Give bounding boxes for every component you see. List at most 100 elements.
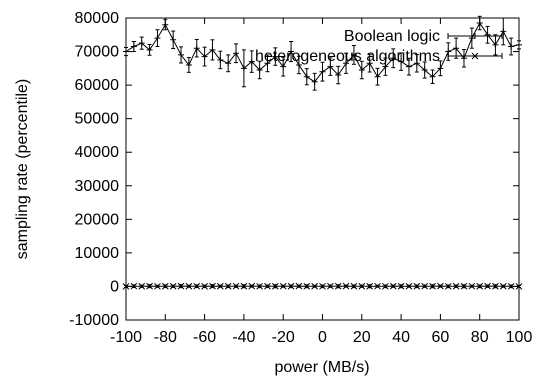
legend-label: Boolean logic (344, 28, 440, 45)
data-point (295, 282, 303, 290)
y-tick-label: 20000 (75, 211, 120, 228)
x-tick-label: 40 (392, 329, 410, 346)
x-tick-label: -40 (232, 329, 255, 346)
data-point (429, 73, 436, 80)
series-2 (122, 282, 523, 290)
y-tick-label: 0 (110, 278, 119, 295)
data-point (138, 40, 145, 47)
data-point (169, 282, 177, 290)
data-point (178, 51, 185, 58)
data-point (280, 63, 287, 70)
legend: Boolean logic heterogeneous algorithms (255, 28, 503, 65)
data-point (453, 45, 460, 52)
data-point (429, 282, 436, 290)
legend-marker (472, 33, 478, 39)
data-point (303, 282, 311, 290)
data-point (319, 68, 326, 75)
data-point (256, 67, 263, 74)
data-point (327, 282, 334, 290)
data-point (201, 53, 208, 60)
data-point (476, 282, 484, 290)
y-tick-label: 30000 (75, 178, 120, 195)
x-tick-label: 60 (432, 329, 450, 346)
data-point (146, 46, 153, 53)
data-point (460, 282, 468, 290)
data-point (240, 282, 248, 290)
data-point (303, 73, 310, 80)
data-point (484, 31, 491, 38)
y-tick-label: 50000 (75, 111, 120, 128)
data-point (366, 60, 373, 67)
data-point (437, 282, 444, 290)
data-point (248, 58, 255, 65)
data-point (405, 282, 413, 290)
data-point (264, 60, 271, 67)
data-point (508, 43, 515, 50)
series-1 (123, 15, 522, 91)
x-tick-label: 0 (318, 329, 327, 346)
data-point (138, 282, 146, 290)
data-point (382, 63, 389, 70)
data-point (287, 282, 295, 290)
data-point (279, 282, 287, 290)
data-point (193, 45, 200, 52)
data-point (343, 60, 350, 67)
data-point (390, 55, 397, 62)
data-point (185, 282, 193, 290)
data-point (452, 282, 460, 290)
x-tick-label: -80 (154, 329, 177, 346)
x-tick-label: 20 (353, 329, 371, 346)
data-point (437, 65, 444, 72)
y-tick-label: -10000 (69, 312, 119, 329)
data-point (500, 28, 507, 35)
x-tick-label: 80 (471, 329, 489, 346)
x-tick-label: 100 (506, 329, 533, 346)
data-point (421, 282, 429, 290)
data-point (484, 282, 491, 290)
data-point (413, 282, 421, 290)
x-axis-label: power (MB/s) (274, 359, 369, 376)
data-point (233, 50, 240, 57)
y-tick-label: 70000 (75, 44, 120, 61)
y-tick-label: 60000 (75, 77, 120, 94)
data-point (350, 282, 358, 290)
data-point (358, 67, 365, 74)
y-axis: -10000 0 10000 20000 30000 40000 50000 60000 700… (69, 10, 519, 329)
legend-marker (471, 52, 479, 60)
data-point (248, 282, 256, 290)
data-point (327, 63, 334, 70)
y-tick-label: 80000 (75, 10, 120, 27)
x-tick-label: -60 (193, 329, 216, 346)
data-point (311, 78, 318, 85)
series-layer (122, 15, 523, 290)
data-point (185, 61, 192, 68)
data-point (468, 282, 476, 290)
data-point (295, 61, 302, 68)
data-point (374, 282, 381, 290)
data-point (444, 282, 452, 290)
data-point (311, 282, 318, 290)
data-point (224, 282, 232, 290)
data-point (216, 282, 224, 290)
data-point (272, 53, 279, 60)
data-point (154, 282, 161, 290)
data-point (413, 60, 420, 67)
legend-label: heterogeneous algorithms (255, 48, 440, 65)
data-point (319, 282, 326, 290)
data-point (130, 282, 138, 290)
y-tick-label: 10000 (75, 245, 120, 262)
data-point (232, 282, 240, 290)
data-point (177, 282, 185, 290)
data-point (421, 67, 428, 74)
data-point (256, 282, 263, 290)
data-point (499, 282, 507, 290)
data-point (397, 282, 405, 290)
data-point (342, 282, 350, 290)
data-point (264, 282, 271, 290)
data-point (492, 41, 499, 48)
data-point (154, 35, 161, 42)
x-tick-label: -20 (272, 329, 295, 346)
data-point (170, 36, 177, 43)
data-point (398, 58, 405, 65)
